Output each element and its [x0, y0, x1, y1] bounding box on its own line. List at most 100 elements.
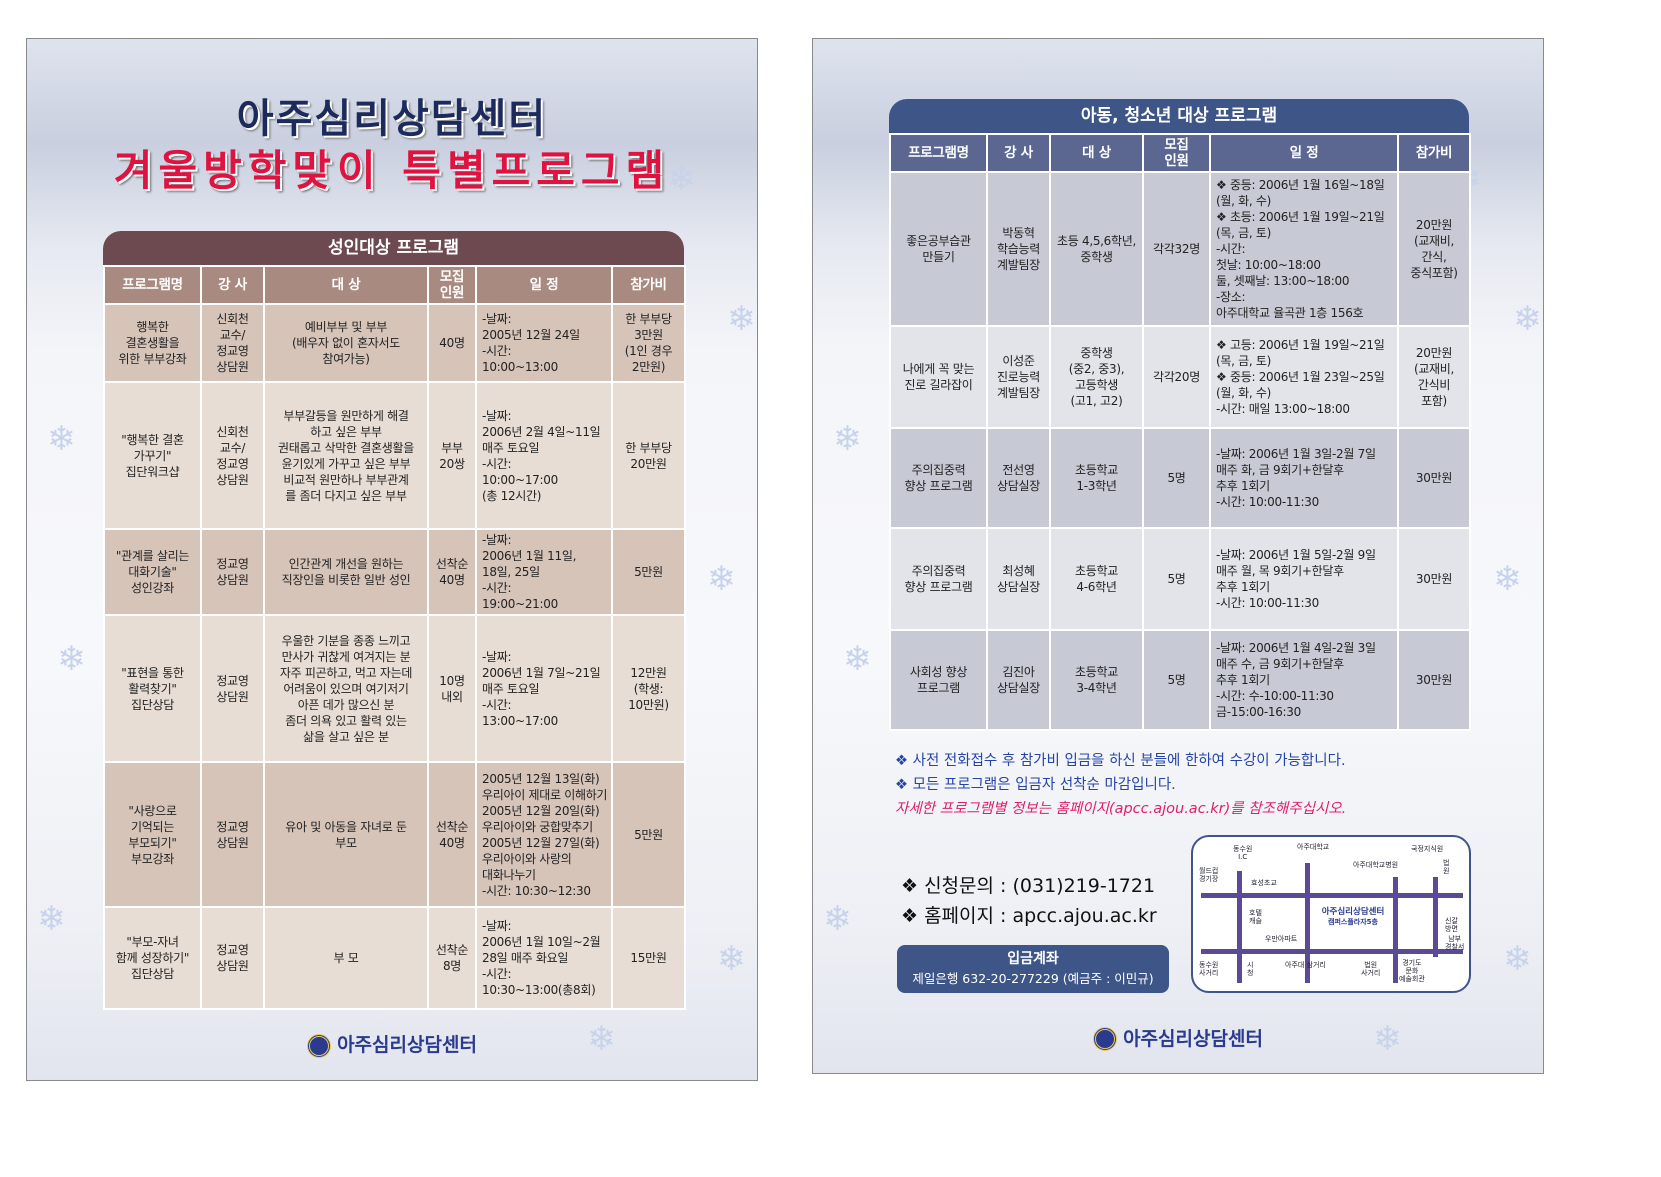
map-label: 신갈 방면: [1445, 917, 1458, 933]
contact-info: ❖ 신청문의 : (031)219-1721 ❖ 홈페이지 : apcc.ajo…: [901, 871, 1183, 931]
column-header: 일 정: [475, 265, 613, 305]
snowflake-icon: ❄: [57, 639, 86, 679]
map-label: 아주대학교병원: [1353, 861, 1399, 869]
phone-label: ❖ 신청문의 :: [901, 875, 1007, 897]
target-cell: 유아 및 아동을 자녀로 둔 부모: [263, 761, 429, 908]
adult-program-page: 아주심리상담센터 겨울방학맞이 특별프로그램 성인대상 프로그램 프로그램명 강 …: [26, 38, 758, 1081]
table-row: "사랑으로 기억되는 부모되기" 부모강좌 정교영 상담원 유아 및 아동을 자녀로…: [103, 761, 686, 908]
instructor-cell: 정교영 상담원: [200, 761, 265, 908]
note: ❖ 사전 전화접수 후 참가비 입금을 하신 분들에 한하여 수강이 가능합니다…: [895, 753, 1346, 769]
map-label: 월드컵 경기장: [1199, 867, 1219, 883]
column-header: 일 정: [1209, 133, 1399, 173]
schedule-cell: -날짜: 2006년 1월 4일-2월 3일 매주 수, 금 9회기+한달후 추…: [1209, 629, 1399, 731]
fee-cell: 5만원: [611, 528, 686, 616]
map-label: 법 원: [1443, 859, 1450, 875]
column-header: 프로그램명: [889, 133, 988, 173]
schedule-cell: -날짜: 2006년 1월 3일-2월 7일 매주 화, 금 9회기+한달후 추…: [1209, 427, 1399, 529]
capacity-cell: 부부 20쌍: [427, 381, 477, 530]
map-label: 호텔 캐슬: [1249, 909, 1262, 925]
target-cell: 우울한 기분을 종종 느끼고 만사가 귀찮게 여겨지는 분 자주 피곤하고, 먹…: [263, 614, 429, 763]
event-title: 겨울방학맞이 특별프로그램: [113, 146, 671, 195]
fee-cell: 20만원 (교재비, 간식비 포함): [1397, 325, 1471, 429]
capacity-cell: 선착순 8명: [427, 906, 477, 1010]
column-header: 강 사: [200, 265, 265, 305]
table-row: "부모-자녀 함께 성장하기" 집단상담 정교영 상담원 부 모 선착순 8명 -날짜:…: [103, 906, 686, 1010]
schedule-cell: -날짜: 2006년 1월 10일~2월 28일 매주 화요일 -시간: 10:…: [475, 906, 613, 1010]
map-road: [1201, 893, 1463, 898]
column-header: 대 상: [1049, 133, 1144, 173]
program-name-cell: 나에게 꼭 맞는 진로 길라잡이: [889, 325, 988, 429]
column-header: 모집 인원: [1142, 133, 1211, 173]
snowflake-icon: ❄: [707, 559, 736, 599]
target-cell: 중학생 (중2, 중3), 고등학생 (고1, 고2): [1049, 325, 1144, 429]
instructor-cell: 박동혁 학습능력 계발팀장: [986, 171, 1051, 327]
fee-cell: 30만원: [1397, 427, 1471, 529]
snowflake-icon: ❄: [47, 419, 76, 459]
program-name-cell: 행복한 결혼생활을 위한 부부강좌: [103, 303, 202, 383]
phone-number: (031)219-1721: [1012, 875, 1156, 897]
schedule-cell: 2005년 12월 13일(화) 우리아이 제대로 이해하기 2005년 12월…: [475, 761, 613, 908]
table-row: "관계를 살리는 대화기술" 성인강좌 정교영 상담원 인간관계 개선을 원하는 직…: [103, 528, 686, 616]
capacity-cell: 선착순 40명: [427, 528, 477, 616]
contact-and-map: ❖ 신청문의 : (031)219-1721 ❖ 홈페이지 : apcc.ajo…: [897, 835, 1543, 993]
schedule-cell: ❖ 중등: 2006년 1월 16일~18일 (월, 화, 수) ❖ 초등: 2…: [1209, 171, 1399, 327]
instructor-cell: 신회천 교수/ 정교영 상담원: [200, 303, 265, 383]
map-road: [1393, 877, 1398, 983]
fee-cell: 30만원: [1397, 629, 1471, 731]
column-header: 모집 인원: [427, 265, 477, 305]
table-row: 나에게 꼭 맞는 진로 길라잡이 이성준 진로능력 계발팀장 중학생 (중2, 중3…: [889, 325, 1471, 429]
map-label: 남부 경찰서: [1445, 935, 1465, 951]
map-road: [1201, 949, 1463, 954]
program-name-cell: 좋은공부습관 만들기: [889, 171, 988, 327]
instructor-cell: 신회천 교수/ 정교영 상담원: [200, 381, 265, 530]
table-row: "행복한 결혼 가꾸기" 집단워크샵 신회천 교수/ 정교영 상담원 부부갈등을 원…: [103, 381, 686, 530]
instructor-cell: 최성혜 상담실장: [986, 527, 1051, 631]
fee-cell: 5만원: [611, 761, 686, 908]
notes: ❖ 사전 전화접수 후 참가비 입금을 하신 분들에 한하여 수강이 가능합니다…: [895, 749, 1543, 821]
instructor-cell: 이성준 진로능력 계발팀장: [986, 325, 1051, 429]
homepage-link[interactable]: apcc.ajou.ac.kr: [1012, 905, 1157, 927]
table-title: 아동, 청소년 대상 프로그램: [889, 99, 1469, 133]
instructor-cell: 김진아 상담실장: [986, 629, 1051, 731]
map-label: 경기도 문화 예술회관: [1399, 959, 1425, 983]
logo-text: 아주심리상담센터: [1123, 1027, 1263, 1050]
table-title: 성인대상 프로그램: [103, 231, 684, 265]
target-cell: 부 모: [263, 906, 429, 1010]
table-row: 사회성 향상 프로그램 김진아 상담실장 초등학교 3-4학년 5명 -날짜: 2006…: [889, 629, 1471, 731]
bank-account-box: 입금계좌 제일은행 632-20-277229 (예금주 : 이민규): [897, 945, 1169, 993]
map-road: [1305, 863, 1310, 983]
table-row: 좋은공부습관 만들기 박동혁 학습능력 계발팀장 초등 4,5,6학년, 중학생 각각…: [889, 171, 1471, 327]
schedule-cell: -날짜: 2006년 1월 11일, 18일, 25일 -시간: 19:00~2…: [475, 528, 613, 616]
fee-cell: 12만원 (학생: 10만원): [611, 614, 686, 763]
instructor-cell: 정교영 상담원: [200, 906, 265, 1010]
instructor-cell: 전선영 상담실장: [986, 427, 1051, 529]
logo-text: 아주심리상담센터: [337, 1034, 477, 1056]
capacity-cell: 각각32명: [1142, 171, 1211, 327]
schedule-cell: ❖ 고등: 2006년 1월 19일~21일 (목, 금, 토) ❖ 중등: 2…: [1209, 325, 1399, 429]
snowflake-icon: ❄: [823, 899, 852, 939]
program-name-cell: "표현을 통한 활력찾기" 집단상담: [103, 614, 202, 763]
capacity-cell: 10명 내외: [427, 614, 477, 763]
program-name-cell: 사회성 향상 프로그램: [889, 629, 988, 731]
schedule-cell: -날짜: 2006년 1월 7일~21일 매주 토요일 -시간: 13:00~1…: [475, 614, 613, 763]
map-label: 시 청: [1247, 961, 1254, 977]
snowflake-icon: ❄: [717, 939, 746, 979]
target-cell: 초등학교 4-6학년: [1049, 527, 1144, 631]
fee-cell: 15만원: [611, 906, 686, 1010]
capacity-cell: 각각20명: [1142, 325, 1211, 429]
target-cell: 초등학교 3-4학년: [1049, 629, 1144, 731]
target-cell: 예비부부 및 부부 (배우자 없이 혼자서도 참여가능): [263, 303, 429, 383]
schedule-cell: -날짜: 2005년 12월 24일 -시간: 10:00~13:00: [475, 303, 613, 383]
target-cell: 초등학교 1-3학년: [1049, 427, 1144, 529]
fee-cell: 30만원: [1397, 527, 1471, 631]
fee-cell: 한 부부당 3만원 (1인 경우 2만원): [611, 303, 686, 383]
map-label: 효성초교: [1251, 879, 1277, 887]
snowflake-icon: ❄: [833, 419, 862, 459]
bank-account: 제일은행 632-20-277229 (예금주 : 이민규): [912, 971, 1154, 986]
capacity-cell: 5명: [1142, 427, 1211, 529]
program-name-cell: "관계를 살리는 대화기술" 성인강좌: [103, 528, 202, 616]
capacity-cell: 5명: [1142, 527, 1211, 631]
table-row: 주의집중력 향상 프로그램 최성혜 상담실장 초등학교 4-6학년 5명 -날짜: 20…: [889, 527, 1471, 631]
program-name-cell: "행복한 결혼 가꾸기" 집단워크샵: [103, 381, 202, 530]
